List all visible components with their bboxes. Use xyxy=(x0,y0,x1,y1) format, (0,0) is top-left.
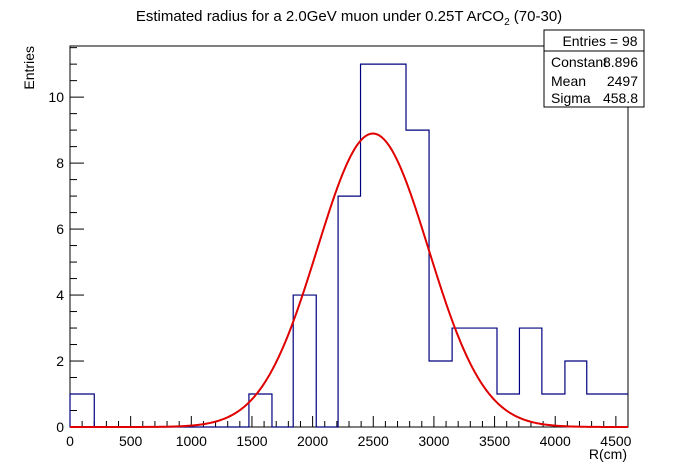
stats-constant-label: Constant xyxy=(551,54,607,70)
x-tick-label: 2000 xyxy=(297,433,328,449)
stats-mean-label: Mean xyxy=(551,73,586,89)
x-tick-label: 0 xyxy=(66,433,74,449)
y-tick-label: 10 xyxy=(48,89,64,105)
stats-sigma-value: 458.8 xyxy=(603,90,638,106)
chart-title-tail: (70-30) xyxy=(510,8,563,25)
x-tick-label: 3500 xyxy=(479,433,510,449)
stats-mean-value: 2497 xyxy=(607,73,638,89)
x-tick-label: 4000 xyxy=(540,433,571,449)
y-tick-label: 2 xyxy=(56,353,64,369)
x-tick-label: 1000 xyxy=(176,433,207,449)
chart-title: Estimated radius for a 2.0GeV muon under… xyxy=(136,8,562,28)
stats-entries: Entries = 98 xyxy=(562,33,637,49)
histogram-bars xyxy=(69,63,628,428)
x-tick-label: 2500 xyxy=(358,433,389,449)
y-tick-label: 8 xyxy=(56,155,64,171)
stats-box: Entries = 98 Constant 8.896 Mean 2497 Si… xyxy=(543,29,645,108)
y-tick-labels: 0 2 4 6 8 10 xyxy=(48,89,64,435)
chart-title-subscript: 2 xyxy=(504,17,510,28)
stats-constant-value: 8.896 xyxy=(603,54,638,70)
x-tick-label: 4500 xyxy=(600,433,631,449)
gaussian-fit-curve xyxy=(70,132,628,428)
stats-sigma-label: Sigma xyxy=(551,90,591,106)
chart-title-main: Estimated radius for a 2.0GeV muon under… xyxy=(136,8,504,25)
x-tick-label: 500 xyxy=(119,433,143,449)
y-tick-label: 6 xyxy=(56,221,64,237)
stats-box-frame xyxy=(543,29,645,108)
y-axis-title: Entries xyxy=(21,46,37,90)
y-tick-label: 0 xyxy=(56,419,64,435)
y-tick-label: 4 xyxy=(56,287,64,303)
x-tick-label: 1500 xyxy=(236,433,267,449)
x-axis-title: R(cm) xyxy=(589,446,627,462)
x-tick-labels: 0 500 1000 1500 2000 2500 3000 3500 4000 4500 xyxy=(66,433,632,449)
x-tick-label: 3000 xyxy=(418,433,449,449)
